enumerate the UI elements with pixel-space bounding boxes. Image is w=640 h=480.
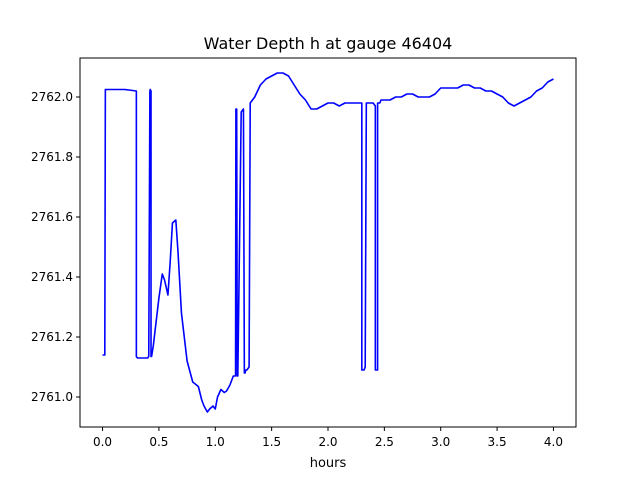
- y-tick-label: 2762.0: [31, 90, 73, 104]
- plot-area: [102, 72, 554, 413]
- x-tick-label: 2.0: [318, 435, 337, 449]
- axes-frame: [79, 57, 577, 428]
- x-tick-label: 3.0: [431, 435, 450, 449]
- x-tick-label: 0.5: [149, 435, 168, 449]
- x-tick-label: 1.0: [206, 435, 225, 449]
- y-tick-label: 2761.8: [31, 150, 73, 164]
- x-tick-label: 1.5: [262, 435, 281, 449]
- y-tick-label: 2761.2: [31, 330, 73, 344]
- chart-title: Water Depth h at gauge 46404: [204, 34, 453, 53]
- y-tick-label: 2761.4: [31, 270, 73, 284]
- x-tick-label: 0.0: [93, 435, 112, 449]
- x-tick-label: 2.5: [375, 435, 394, 449]
- series-line-0: [102, 72, 554, 413]
- y-tick-label: 2761.6: [31, 210, 73, 224]
- axis-ticks: 0.0 0.5 1.0 1.5 2.0 2.5 3.0 3.5 4.0 2761.0 2761.2 2…: [31, 90, 563, 449]
- x-tick-label: 4.0: [544, 435, 563, 449]
- x-axis-label: hours: [310, 456, 347, 471]
- x-tick-label: 3.5: [488, 435, 507, 449]
- y-tick-label: 2761.0: [31, 390, 73, 404]
